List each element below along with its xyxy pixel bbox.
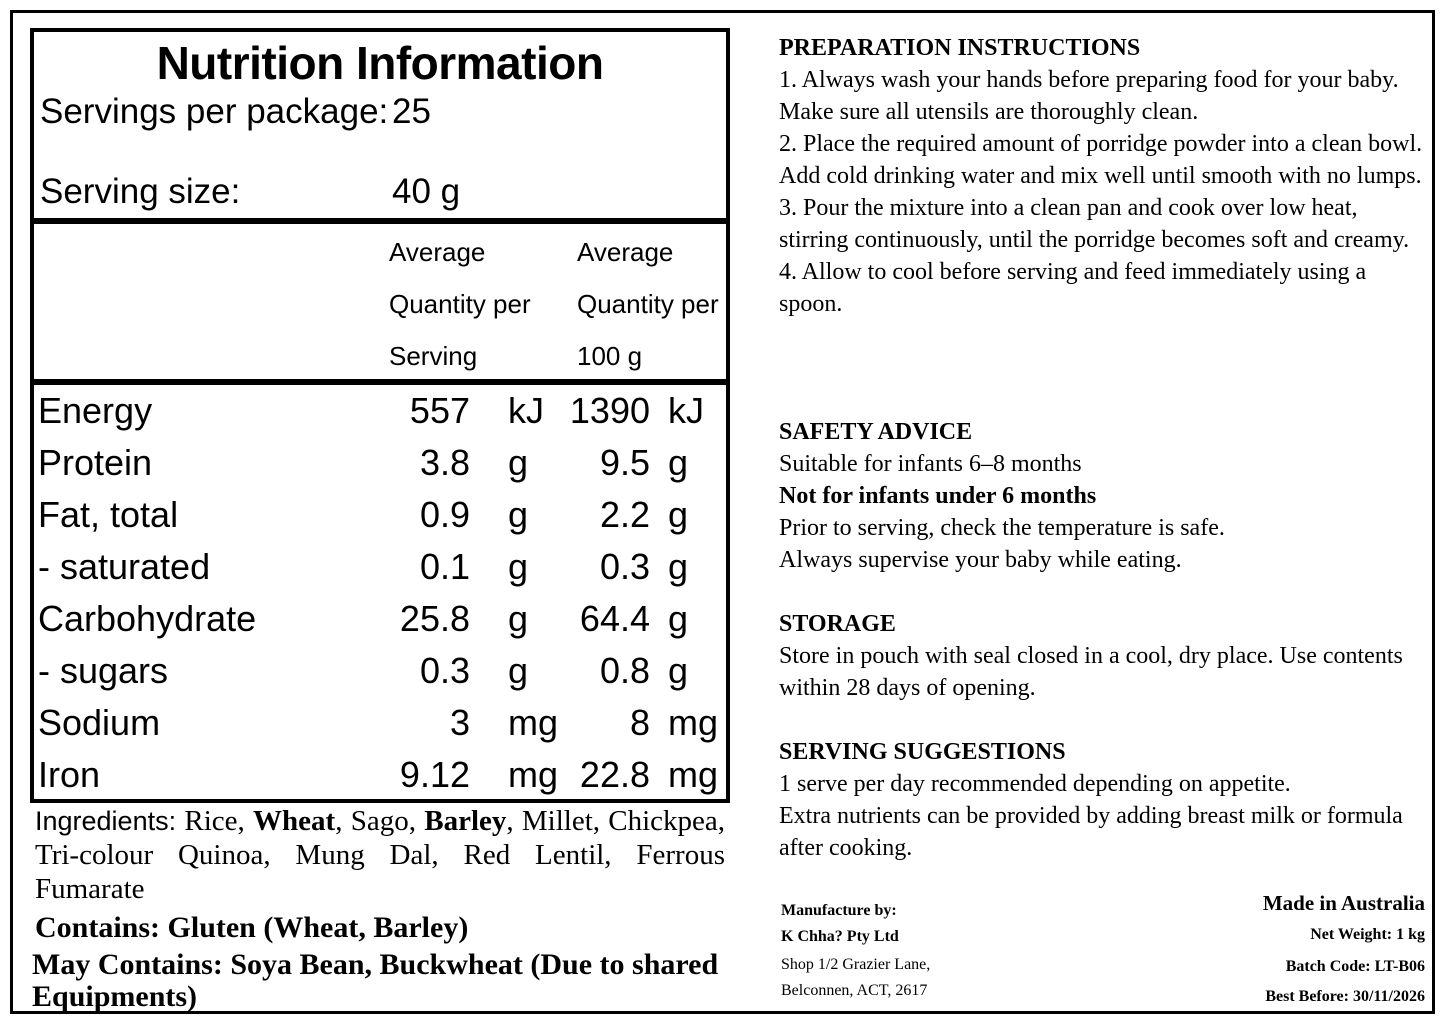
nutrient-row-iron: Iron 9.12 mg 22.8 mg: [38, 754, 719, 795]
nutrient-row-carbohydrate: Carbohydrate 25.8 g 64.4 g: [38, 598, 689, 639]
allergen-contains: Contains: Gluten (Wheat, Barley): [35, 911, 469, 944]
preparation-section: PREPARATION INSTRUCTIONS 1. Always wash …: [779, 32, 1429, 320]
servings-label: Servings per package:: [40, 92, 389, 131]
ingredients-label: Ingredients:: [35, 806, 177, 836]
origin-text: Made in Australia: [1262, 891, 1425, 915]
column-header-per-100g: Average Quantity per 100 g: [577, 237, 719, 371]
preparation-step: 2. Place the required amount of porridge…: [779, 131, 1423, 189]
safety-section: SAFETY ADVICE Suitable for infants 6–8 m…: [779, 416, 1429, 576]
nutrient-row-sodium: Sodium 3 mg 8 mg: [38, 702, 719, 743]
label-border: [10, 10, 1435, 1014]
nutrient-row-saturated: - saturated 0.1 g 0.3 g: [38, 546, 689, 587]
preparation-step: 4. Allow to cool before serving and feed…: [779, 259, 1367, 317]
nutrient-row-protein: Protein 3.8 g 9.5 g: [38, 442, 689, 483]
preparation-step: 3. Pour the mixture into a clean pan and…: [779, 195, 1410, 253]
serving-size-value: 40 g: [392, 172, 461, 211]
ingredients-text: Ingredients: Rice, Wheat, Sago, Barley, …: [35, 805, 726, 905]
serving-section: SERVING SUGGESTIONS 1 serve per day reco…: [779, 736, 1429, 864]
batch-code: Batch Code: LT-B06: [1285, 958, 1425, 975]
nutrition-header: Nutrition Information Servings per packa…: [34, 32, 726, 224]
safety-heading: SAFETY ADVICE: [779, 419, 973, 445]
column-headers: Average Quantity per Serving Average Qua…: [34, 224, 726, 385]
column-header-per-serving: Average Quantity per Serving: [389, 237, 531, 371]
nutrition-title: Nutrition Information: [156, 37, 604, 89]
servings-value: 25: [392, 92, 431, 131]
storage-section: STORAGE Store in pouch with seal closed …: [779, 608, 1429, 704]
allergen-may-contain: May Contains: Soya Bean, Buckwheat (Due …: [32, 948, 719, 1013]
nutrition-panel: Nutrition Information Servings per packa…: [30, 28, 730, 803]
nutrient-row-energy: Energy 557 kJ 1390 kJ: [38, 390, 704, 431]
best-before: Best Before: 30/11/2026: [1265, 988, 1425, 1005]
net-weight: Net Weight: 1 kg: [1310, 926, 1425, 943]
preparation-step: 1. Always wash your hands before prepari…: [779, 67, 1399, 125]
serving-heading: SERVING SUGGESTIONS: [779, 739, 1066, 765]
nutrient-row-fat-total: Fat, total 0.9 g 2.2 g: [38, 494, 689, 535]
preparation-heading: PREPARATION INSTRUCTIONS: [779, 35, 1141, 61]
nutrient-row-sugars: - sugars 0.3 g 0.8 g: [38, 650, 689, 691]
product-info-block: Made in Australia Net Weight: 1 kg Batch…: [1263, 888, 1425, 1012]
serving-size-label: Serving size:: [40, 172, 241, 211]
storage-heading: STORAGE: [779, 611, 896, 637]
manufacturer-block: Manufacture by: K Chha? Pty Ltd Shop 1/2…: [781, 902, 931, 999]
